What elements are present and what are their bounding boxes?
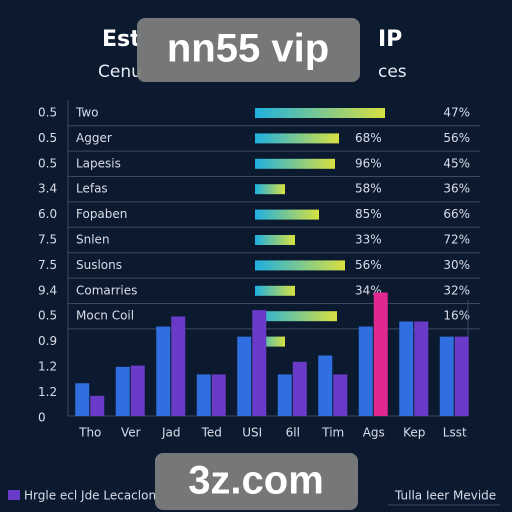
bar (333, 374, 348, 416)
value-label: 96% (355, 156, 382, 170)
row-number: 1.2 (38, 385, 57, 399)
x-tick-label: 6ll (286, 426, 300, 440)
footer-note: Tulla Ieer Mevide (394, 489, 496, 503)
title-left: Est (102, 27, 141, 52)
bar (277, 374, 292, 416)
row-number: 6.0 (38, 207, 57, 221)
content: 0.5 0.5 0.5 3.4 6.0 7.5 7.5 9.4 0.5 0.9 1.2 1.2 0 Two… (38, 100, 480, 440)
bar (255, 285, 295, 296)
x-tick-label: Ver (121, 426, 141, 440)
value-label: 66% (443, 207, 470, 221)
row-label: Comarries (76, 283, 137, 297)
legend-text: Hrgle ecl Jde Lecaclon (24, 489, 156, 503)
bar (255, 158, 335, 169)
bar (156, 326, 171, 416)
x-tick-label: Tim (321, 426, 344, 440)
bar (318, 355, 333, 416)
bar (292, 361, 307, 416)
row-label: Two (75, 106, 99, 120)
legend-swatch (8, 490, 20, 500)
x-tick-label: Kep (403, 426, 425, 440)
row-number: 3.4 (38, 182, 57, 196)
value-label: 56% (355, 258, 382, 272)
watermark: 3z.com (188, 459, 324, 503)
row-label: Lapesis (76, 156, 121, 170)
value-label: 33% (355, 233, 382, 247)
row-number: 0.5 (38, 131, 57, 145)
bar (237, 336, 252, 416)
row-number: 0.5 (38, 156, 57, 170)
bar (373, 292, 388, 416)
bar (211, 374, 226, 416)
x-tick-label: Lsst (443, 426, 467, 440)
bar (255, 209, 319, 220)
x-tick-label: Tho (78, 426, 101, 440)
row-label: Lefas (76, 182, 108, 196)
bar (399, 321, 414, 416)
subtitle-left: Cenu (98, 62, 142, 82)
bar (196, 374, 211, 416)
row-number: 7.5 (38, 233, 57, 247)
bar (252, 310, 267, 416)
x-tick-label: Ted (201, 426, 222, 440)
row-label: Mocn Coil (76, 309, 134, 323)
value-label: 36% (443, 182, 470, 196)
bar (75, 383, 90, 416)
value-label: 16% (443, 309, 470, 323)
subtitle-right: ces (378, 62, 407, 82)
row-label: Agger (76, 131, 112, 145)
value-label: 68% (355, 131, 382, 145)
bar (255, 184, 285, 195)
value-label: 32% (443, 283, 470, 297)
bar (414, 321, 429, 416)
bar (255, 133, 339, 144)
row-number: 0 (38, 410, 46, 424)
row-number: 1.2 (38, 360, 57, 374)
row-label: Suslons (76, 258, 122, 272)
row-number: 7.5 (38, 258, 57, 272)
watermark: nn55 vip (167, 27, 329, 71)
bar (171, 316, 186, 416)
value-label: 56% (443, 131, 470, 145)
value-label: 58% (355, 182, 382, 196)
row-number: 0.5 (38, 106, 57, 120)
watermark-box (155, 453, 358, 510)
value-label: 45% (443, 156, 470, 170)
row-label: Fopaben (76, 207, 127, 221)
bar (454, 336, 469, 416)
row-number: 9.4 (38, 283, 57, 297)
x-tick-label: USI (242, 426, 262, 440)
row-number: 0.9 (38, 334, 57, 348)
x-tick-label: Ags (363, 426, 385, 440)
value-label: 85% (355, 207, 382, 221)
watermark-box (137, 18, 360, 82)
bar (90, 395, 105, 416)
bar (255, 108, 385, 118)
bar (115, 366, 130, 416)
bar (130, 365, 145, 416)
row-label: Snlen (76, 233, 110, 247)
bar (255, 260, 345, 271)
bar (255, 336, 285, 347)
bar (439, 336, 454, 416)
bar (255, 235, 295, 245)
title-right: IP (378, 27, 402, 52)
bar (358, 326, 373, 416)
bar (255, 311, 337, 322)
value-label: 30% (443, 258, 470, 272)
x-tick-label: Jad (161, 426, 181, 440)
value-label: 47% (443, 106, 470, 120)
row-number: 0.5 (38, 309, 57, 323)
value-label: 72% (443, 233, 470, 247)
